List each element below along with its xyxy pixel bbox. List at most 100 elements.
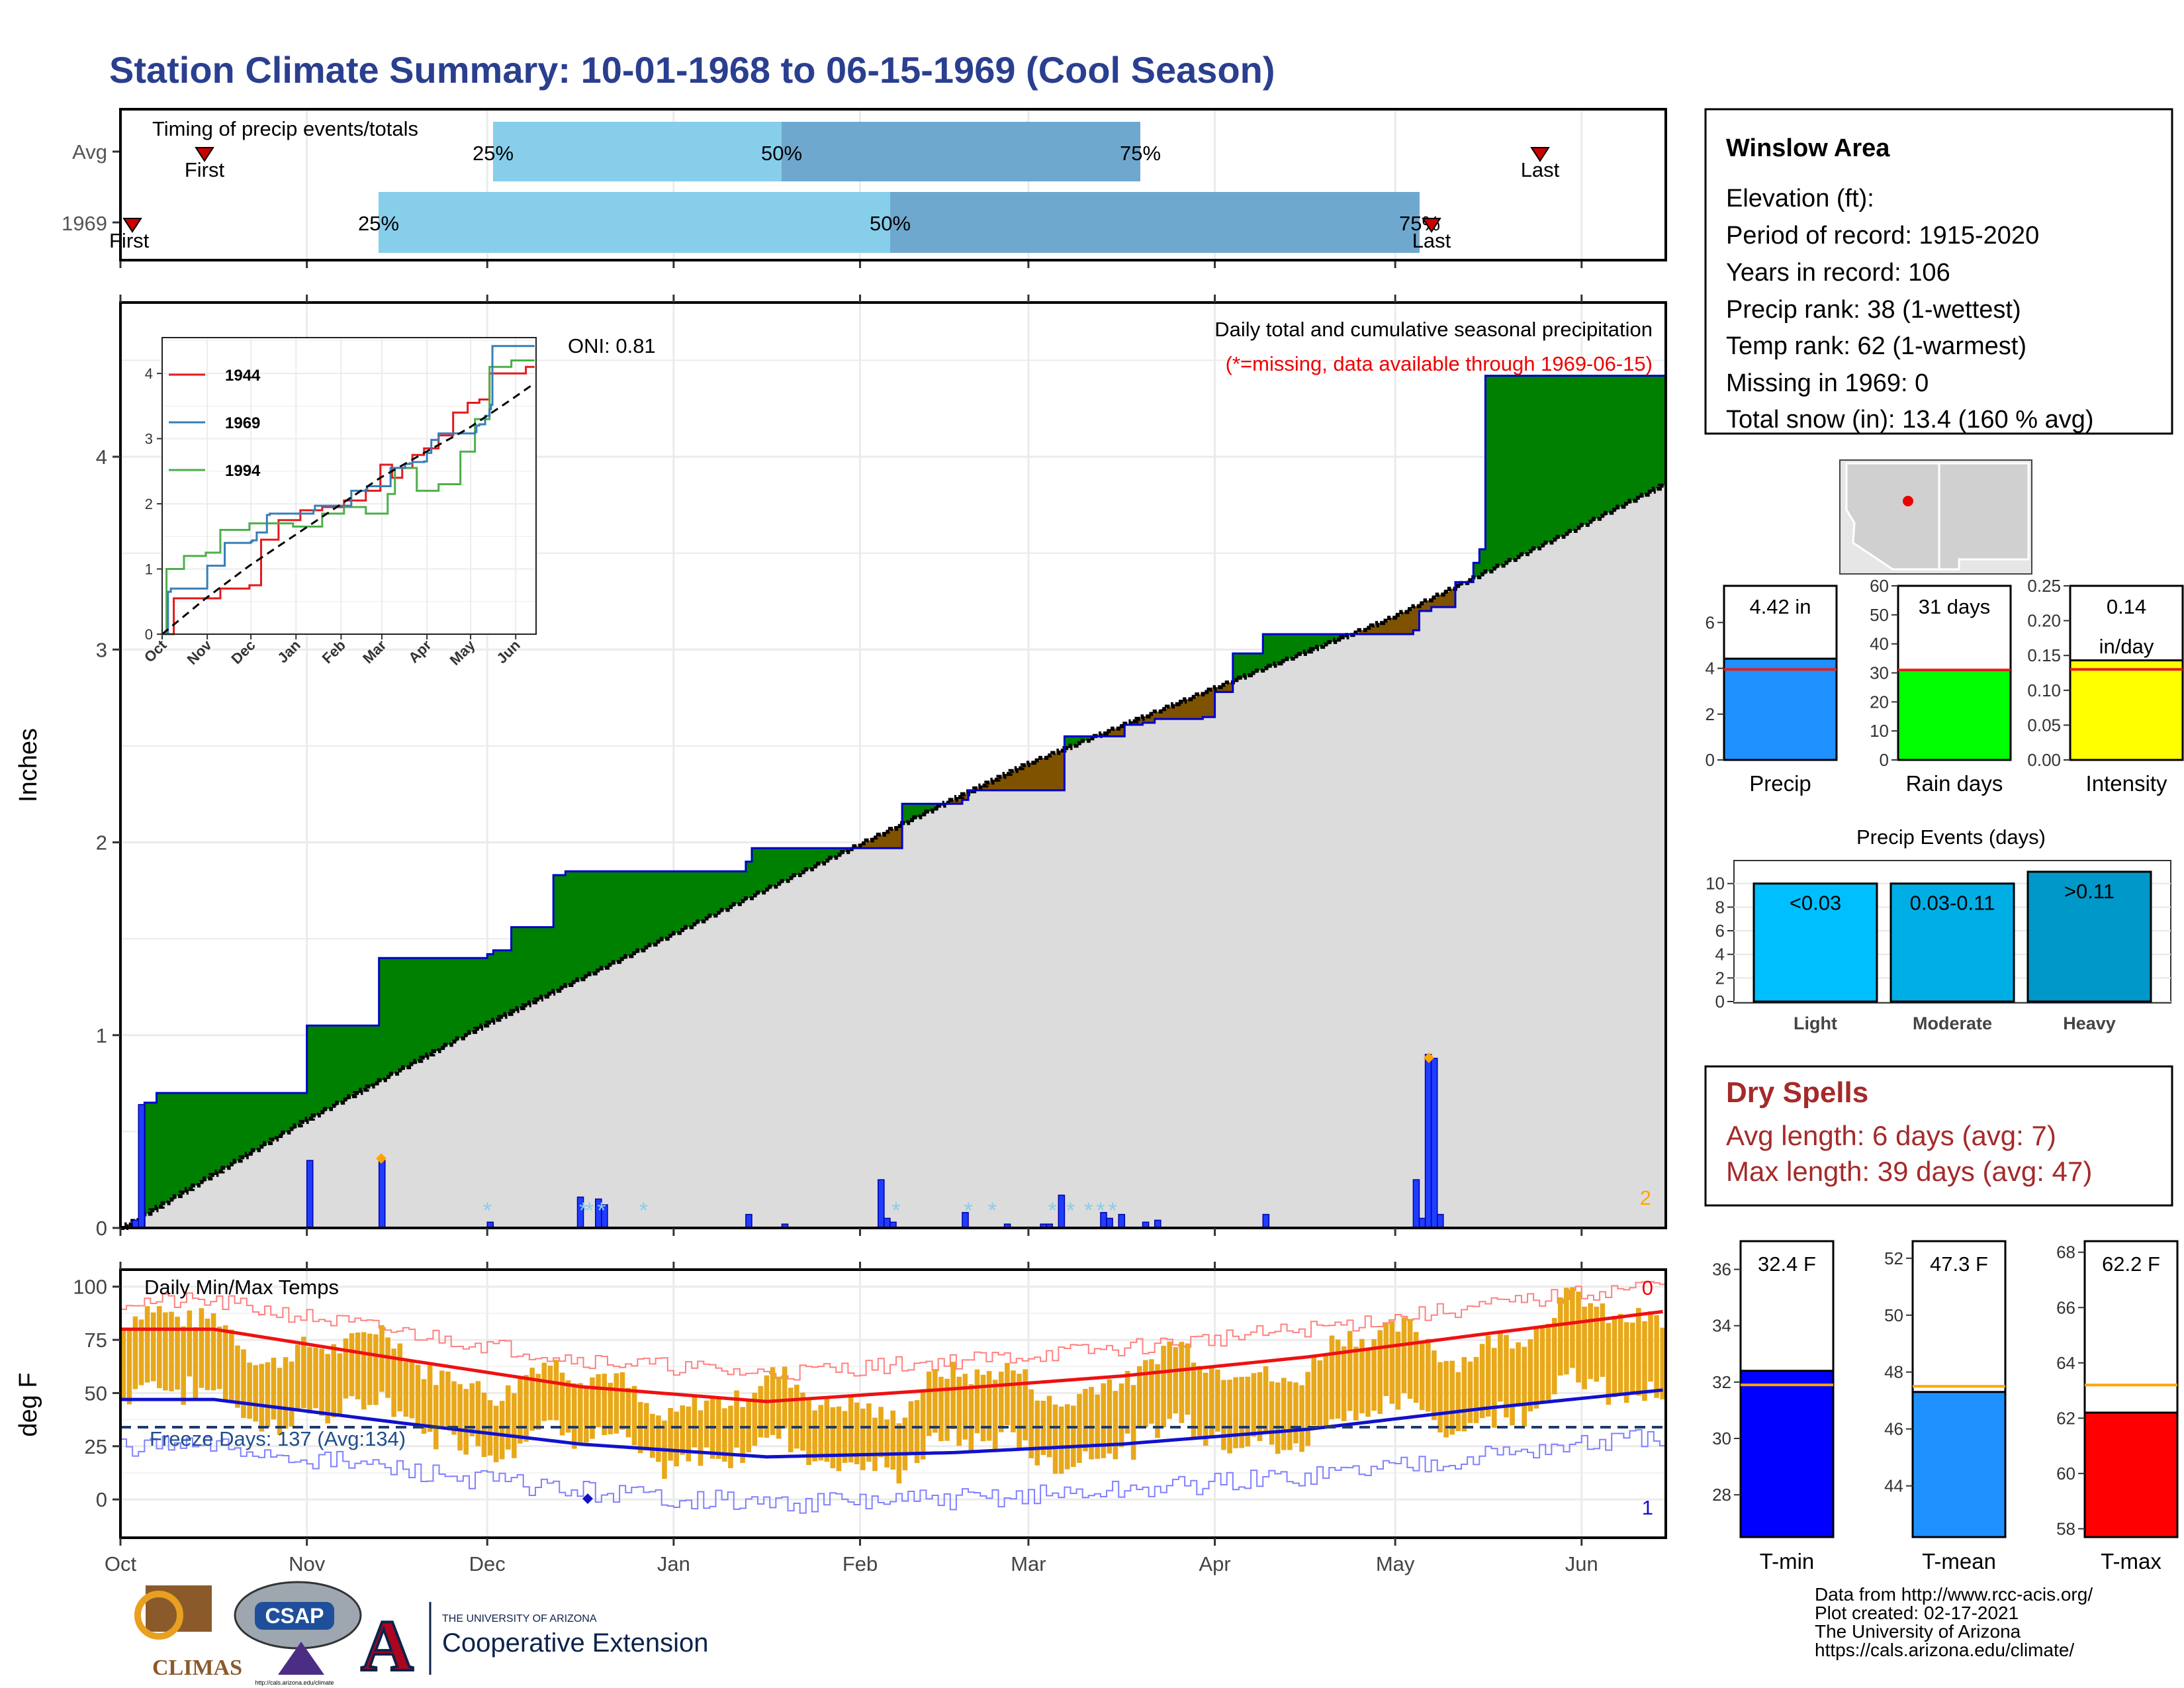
daily-precip-bar [878,1179,885,1229]
surplus-segment [571,871,578,982]
deficit-segment [1022,765,1029,790]
daily-temp-range-bar [1052,1404,1058,1474]
events-bar-label: <0.03 [1790,892,1841,915]
daily-temp-range-bar [1648,1311,1653,1382]
deficit-segment [998,776,1005,790]
surplus-segment [1310,633,1318,649]
mini-chart-tick-label: 50 [1870,605,1889,625]
credits: Data from http://www.rcc-acis.org/ Plot … [1815,1584,2093,1660]
daily-temp-range-bar [734,1390,739,1448]
temp-ytick-label: 25 [85,1435,107,1458]
precip-events-chart: Precip Events (days) 0 2 4 6 8 10 <0.03 Light 0.… [1706,825,2171,1033]
surplus-segment [1479,549,1486,575]
deficit-segment [1136,718,1144,725]
surplus-segment [1281,633,1288,661]
timing-1969-first-marker [122,218,142,233]
daily-temp-range-bar [415,1364,421,1429]
missing-data-marker: * [1109,1198,1117,1223]
daily-temp-range-bar [1449,1360,1455,1435]
timing-avg-last-label: Last [1521,158,1560,181]
surplus-segment [1629,375,1637,501]
mini-chart-category-label: Intensity [2086,771,2167,796]
daily-temp-range-bar [157,1306,162,1389]
surplus-segment [1317,633,1324,647]
surplus-segment [265,1093,271,1143]
daily-temp-range-bar [1077,1393,1082,1463]
daily-temp-range-bar [1095,1394,1100,1459]
daily-temp-range-bar [241,1349,246,1419]
daily-temp-range-bar [1582,1306,1587,1389]
daily-temp-range-bar [529,1368,535,1431]
surplus-segment [1238,653,1246,678]
temp-panel: Daily Min/Max Temps Freeze Days: 137 (Av… [15,1262,1667,1575]
daily-temp-range-bar [1437,1362,1443,1432]
month-tick-label: Apr [1199,1552,1230,1575]
climas-logo: CLIMAS [134,1585,242,1680]
daily-temp-range-bar [463,1389,469,1455]
daily-temp-range-bar [728,1405,733,1468]
events-bar [2026,870,2152,1003]
surplus-segment [1070,736,1077,746]
surplus-segment [649,871,657,945]
surplus-segment [505,950,512,1014]
missing-data-marker: * [579,1198,588,1223]
surplus-segment [1064,736,1071,749]
csap-logo: CSAP http://cals.arizona.edu/climate [234,1581,362,1686]
daily-temp-range-bar [914,1400,920,1464]
events-bar [1752,882,1878,1003]
daily-temp-range-bar [1124,1370,1130,1434]
surplus-segment [439,958,446,1049]
surplus-segment [205,1093,211,1179]
temp-summary-tick-label: 36 [1712,1260,1731,1280]
daily-temp-range-bar [1197,1366,1203,1440]
surplus-segment [1335,633,1342,640]
surplus-segment [932,804,939,809]
surplus-segment [277,1093,283,1137]
daily-temp-range-bar [1023,1369,1028,1440]
temp-summary-category-label: T-max [2101,1549,2161,1573]
surplus-segment [673,871,680,933]
surplus-segment [842,848,848,853]
daily-temp-range-bar [1329,1335,1335,1419]
temp-summary-tick-label: 50 [1884,1305,1903,1325]
surplus-segment [643,871,651,948]
temp-summary-value-bar [1911,1391,2007,1538]
surplus-segment [739,871,747,902]
missing-data-marker: * [964,1198,972,1223]
timing-1969-50: 50% [870,212,911,235]
surplus-segment [150,1102,158,1211]
surplus-segment [782,848,789,881]
surplus-segment [199,1093,205,1182]
precip-panel-title: Daily total and cumulative seasonal prec… [1214,318,1653,341]
surplus-segment [541,927,548,997]
daily-temp-range-bar [974,1369,980,1434]
daily-temp-range-bar [126,1330,132,1405]
surplus-segment [312,1025,320,1116]
surplus-segment [1521,375,1528,555]
surplus-segment [1600,375,1606,516]
surplus-segment [1473,563,1480,578]
daily-temp-range-bar [289,1361,295,1427]
daily-temp-range-bar [1143,1360,1148,1427]
surplus-segment [1232,653,1240,680]
temp-summary-tick-label: 64 [2056,1353,2075,1373]
temp-summary-category-label: T-min [1760,1549,1815,1573]
surplus-segment [1557,375,1565,537]
daily-temp-range-bar [830,1407,836,1468]
surplus-segment [1617,375,1625,507]
inset-ytick-label: 2 [145,496,153,512]
timing-1969-25: 25% [358,212,399,235]
surplus-segment [246,1093,253,1154]
daily-precip-bar [1412,1179,1420,1229]
temp-summary-tick-label: 58 [2056,1519,2075,1538]
deficit-segment [1113,728,1119,737]
inset-legend-label: 1994 [225,462,261,480]
daily-temp-range-bar [1011,1370,1016,1432]
record-min-line [120,1429,1666,1514]
daily-temp-range-bar [1245,1376,1251,1447]
surplus-segment [144,1102,152,1214]
surplus-segment [1606,375,1612,513]
daily-temp-range-bar [505,1385,511,1450]
daily-temp-range-bar [1305,1372,1310,1446]
